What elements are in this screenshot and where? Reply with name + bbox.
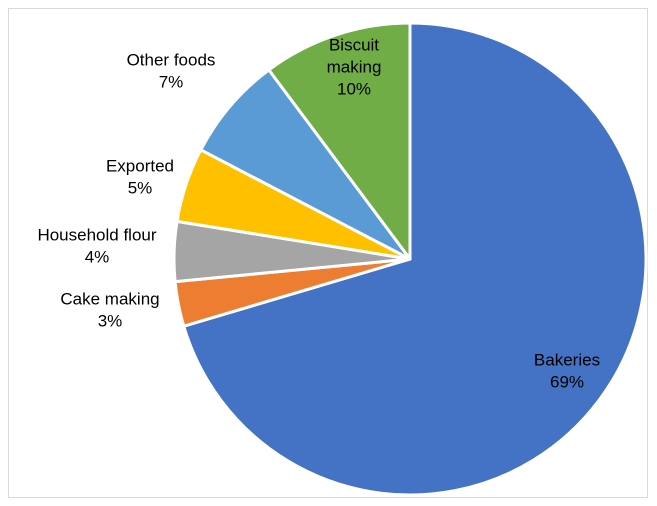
slice-percentage: 5% bbox=[128, 178, 153, 197]
slice-category: making bbox=[327, 57, 382, 76]
slice-category: Bakeries bbox=[534, 350, 600, 369]
slice-category: Other foods bbox=[127, 50, 216, 69]
pie-slice-other-foods bbox=[199, 68, 412, 261]
slice-percentage: 3% bbox=[98, 311, 123, 330]
slice-category: Biscuit bbox=[329, 35, 379, 54]
slice-label-biscuit-making: Biscuit making 10% bbox=[327, 35, 382, 98]
slice-category: Cake making bbox=[60, 289, 159, 308]
slice-percentage: 4% bbox=[85, 247, 110, 266]
slice-label-bakeries: Bakeries 69% bbox=[534, 350, 600, 391]
slice-label-cake-making: Cake making 3% bbox=[60, 289, 159, 330]
slice-label-exported: Exported 5% bbox=[106, 156, 174, 197]
pie-slice-biscuit-making bbox=[267, 21, 412, 261]
slice-label-household-flour: Household flour 4% bbox=[37, 225, 156, 266]
slice-label-other-foods: Other foods 7% bbox=[127, 50, 216, 91]
pie-slice-bakeries bbox=[182, 21, 648, 497]
slice-percentage: 10% bbox=[337, 79, 371, 98]
slice-category: Exported bbox=[106, 156, 174, 175]
slice-category: Household flour bbox=[37, 225, 156, 244]
slice-percentage: 69% bbox=[550, 372, 584, 391]
slice-percentage: 7% bbox=[159, 72, 184, 91]
